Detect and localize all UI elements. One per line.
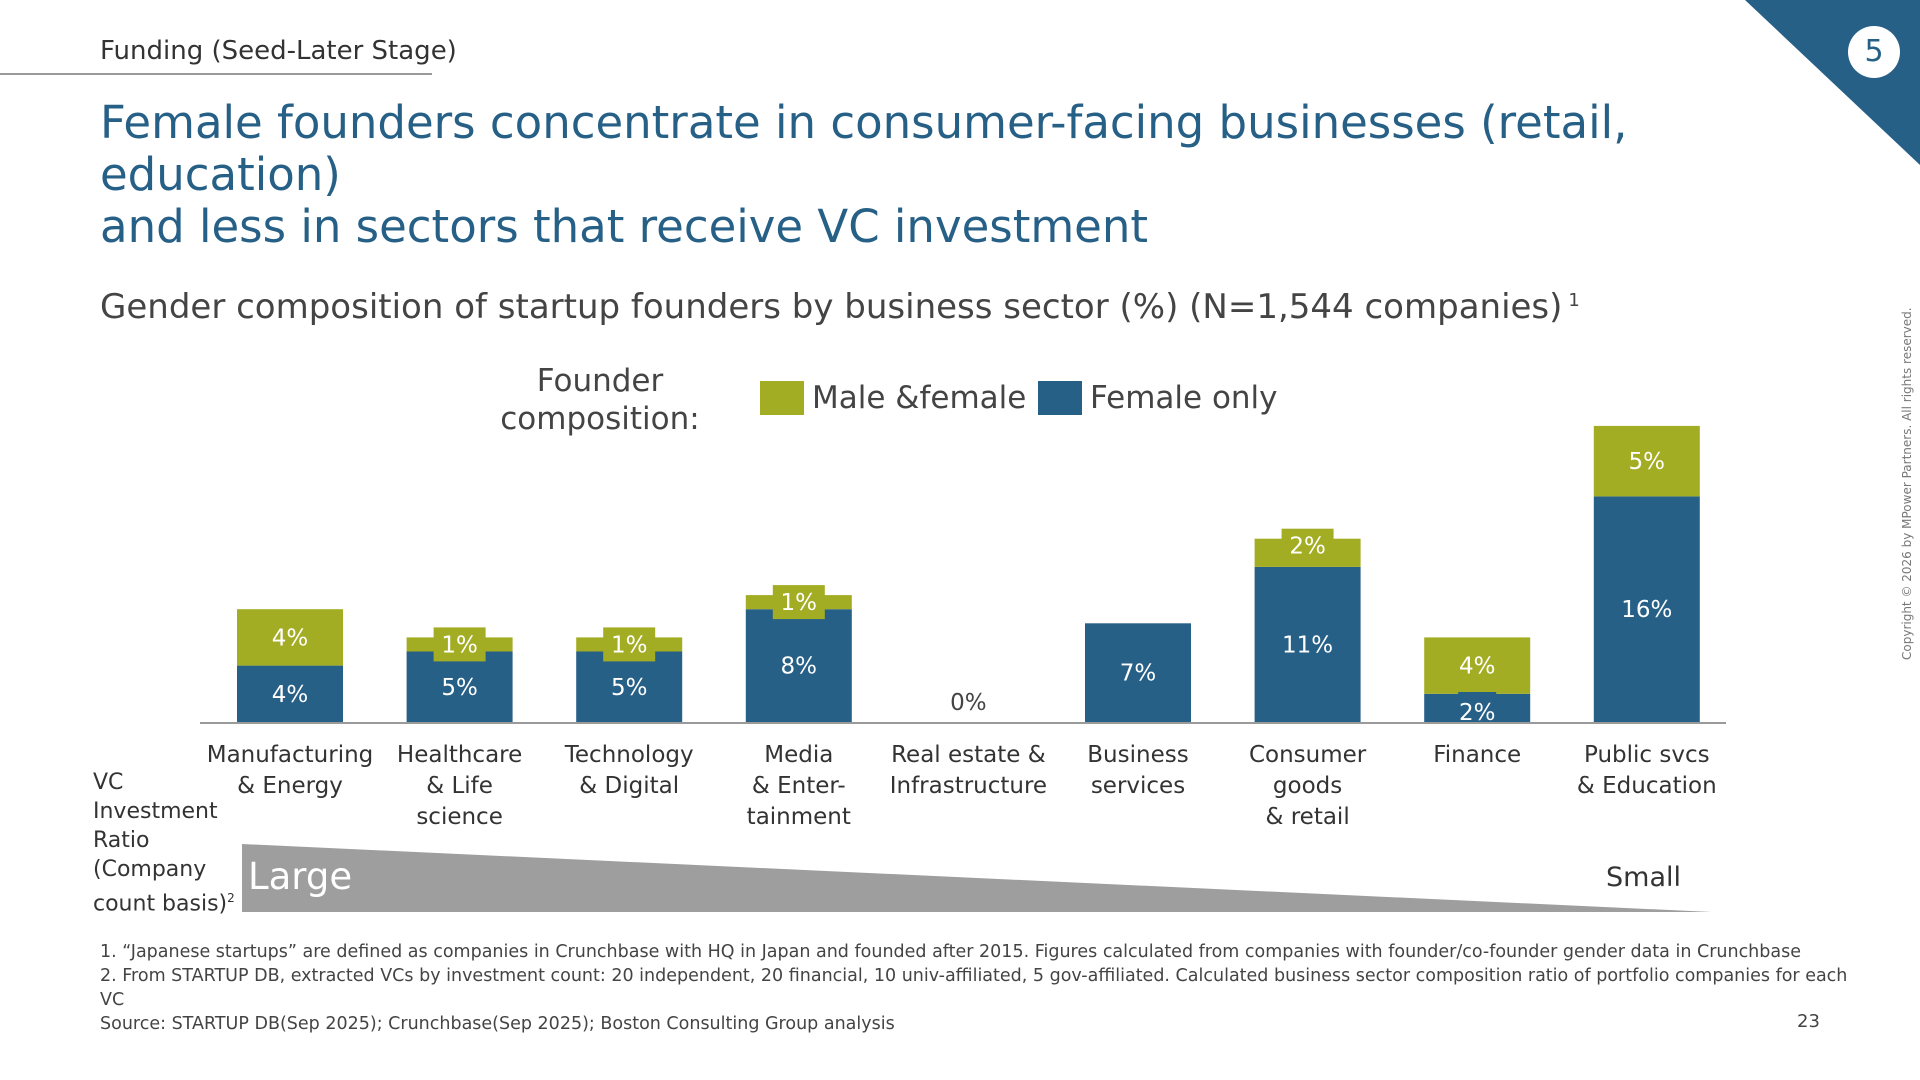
section-label: Funding (Seed-Later Stage) — [100, 36, 457, 66]
vc-label-line-3: Ratio — [93, 828, 150, 853]
bar-female-only — [745, 609, 852, 722]
bar-female-only — [237, 665, 343, 722]
data-label-female-only: 2% — [1459, 700, 1496, 726]
section-divider — [0, 73, 432, 75]
source-note: Source: STARTUP DB(Sep 2025); Crunchbase… — [100, 1014, 895, 1034]
x-tick-label: Business services — [1087, 742, 1188, 799]
data-label-male-female: 5% — [1629, 449, 1666, 475]
data-label-bg — [603, 627, 656, 662]
x-tick-label: Healthcare & Life science — [397, 742, 522, 830]
chart-subtitle-text: Gender composition of startup founders b… — [100, 287, 1563, 327]
bar-female-only — [576, 651, 683, 722]
vc-label-line-5-text: count basis) — [93, 891, 228, 917]
legend-item-female-only: Female only — [1038, 380, 1278, 416]
legend-swatch-female-only — [1038, 381, 1082, 415]
legend-swatch-male-female — [760, 381, 804, 415]
footnotes: 1. “Japanese startups” are defined as co… — [100, 940, 1870, 1036]
bar-male-female — [237, 609, 343, 666]
bar-male-female — [1424, 637, 1531, 694]
bar-female-only — [1254, 566, 1361, 722]
data-label-female-only: 4% — [272, 682, 309, 708]
vc-label-line-4: (Company — [93, 857, 207, 882]
copyright-notice: Copyright © 2026 by MPower Partners. All… — [1900, 307, 1914, 660]
data-label-female-only: 0% — [950, 690, 987, 716]
legend-title: Founder composition: — [500, 362, 700, 438]
x-tick-label: Public svcs & Education — [1577, 742, 1717, 799]
x-tick-label: Real estate & Infrastructure — [890, 742, 1047, 799]
data-label-male-female: 2% — [1289, 534, 1326, 560]
page-title: Female founders concentrate in consumer-… — [100, 97, 1840, 253]
data-label-bg — [1281, 528, 1334, 563]
legend-item-male-female: Male &female — [760, 380, 1026, 416]
data-label-female-only: 16% — [1621, 597, 1672, 623]
legend-label-male-female: Male &female — [812, 380, 1027, 416]
footnote-1: 1. “Japanese startups” are defined as co… — [100, 942, 1801, 962]
bar-female-only — [1593, 496, 1700, 722]
section-number-badge: 5 — [1848, 26, 1900, 78]
vc-label-footnote-ref: 2 — [227, 891, 235, 905]
vc-ratio-small-label: Small — [1606, 862, 1681, 893]
data-label-male-female: 4% — [1459, 654, 1496, 680]
vc-ratio-large-label: Large — [248, 855, 353, 898]
x-tick-label: Media & Enter-tainment — [747, 742, 851, 830]
bar-female-only — [1085, 623, 1191, 722]
data-label-male-female: 4% — [272, 625, 309, 651]
data-label-bg — [772, 585, 825, 620]
x-tick-label: Finance — [1433, 742, 1521, 768]
data-label-male-female: 1% — [441, 632, 478, 658]
legend-title-line-2: composition: — [500, 401, 700, 437]
data-label-female-only: 5% — [441, 675, 478, 701]
chart-subtitle: Gender composition of startup founders b… — [100, 287, 1580, 327]
x-tick-label: Technology & Digital — [564, 742, 694, 799]
page-title-line-1: Female founders concentrate in consumer-… — [100, 96, 1628, 201]
bar-female-only — [406, 651, 513, 722]
bar-male-female — [1593, 425, 1700, 497]
data-label-bg — [1458, 692, 1497, 722]
data-label-female-only: 8% — [781, 654, 818, 680]
legend-title-line-1: Founder — [536, 363, 664, 399]
corner-decoration — [1745, 0, 1920, 165]
vc-label-line-5: count basis)2 — [93, 884, 235, 918]
vc-label-line-2: Investment — [93, 799, 218, 824]
data-label-male-female: 1% — [781, 590, 818, 616]
x-tick-label: Consumer goods & retail — [1249, 742, 1367, 830]
data-label-female-only: 11% — [1282, 632, 1333, 658]
data-label-male-female: 1% — [611, 632, 648, 658]
vc-label-line-1: VC — [93, 770, 124, 795]
legend-label-female-only: Female only — [1090, 380, 1278, 416]
vc-investment-ratio-label: VC Investment Ratio (Company count basis… — [93, 768, 235, 918]
data-label-female-only: 7% — [1120, 661, 1157, 687]
x-tick-label: Manufacturing & Energy — [207, 742, 374, 799]
chart-subtitle-footnote-ref: 1 — [1568, 289, 1580, 311]
data-label-female-only: 5% — [611, 675, 648, 701]
footnote-2: 2. From STARTUP DB, extracted VCs by inv… — [100, 966, 1848, 1010]
data-label-bg — [433, 627, 486, 662]
page-title-line-2: and less in sectors that receive VC inve… — [100, 200, 1149, 253]
page-number: 23 — [1797, 1011, 1820, 1032]
